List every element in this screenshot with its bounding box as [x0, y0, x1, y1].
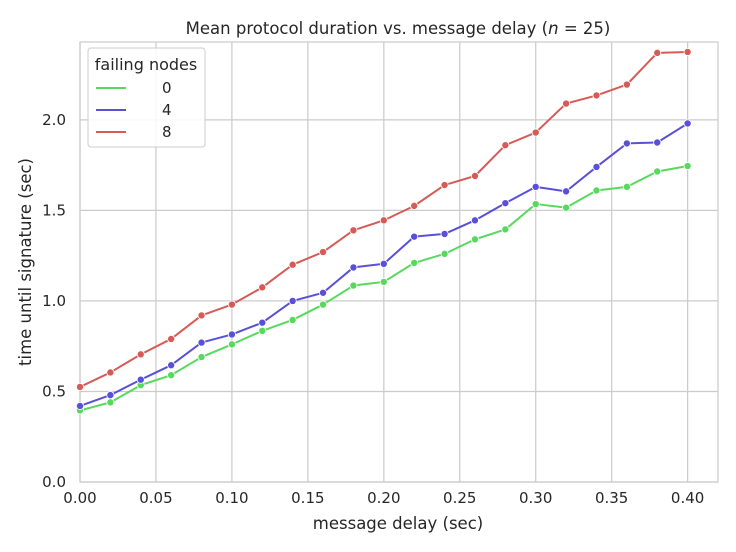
data-point-4 — [410, 232, 419, 241]
data-point-4 — [288, 296, 297, 305]
data-point-0 — [288, 315, 297, 324]
data-point-0 — [531, 200, 540, 209]
data-point-4 — [440, 229, 449, 238]
series-layer — [76, 47, 692, 415]
chart-title-n: n — [548, 19, 558, 38]
data-point-4 — [258, 318, 267, 327]
legend-box — [87, 47, 206, 148]
data-point-4 — [531, 182, 540, 191]
data-point-8 — [531, 128, 540, 137]
y-tick-label: 0.0 — [42, 473, 66, 491]
chart-title-tail: = 25) — [559, 19, 611, 38]
x-tick-label: 0.15 — [291, 489, 324, 507]
data-point-4 — [349, 263, 358, 272]
data-point-4 — [379, 259, 388, 268]
data-point-8 — [622, 80, 631, 89]
data-point-4 — [319, 288, 328, 297]
y-axis-label: time until signature (sec) — [16, 158, 35, 366]
data-point-4 — [136, 375, 145, 384]
y-tick-label: 1.0 — [42, 292, 66, 310]
data-point-0 — [258, 326, 267, 335]
data-point-8 — [379, 216, 388, 225]
x-tick-label: 0.20 — [367, 489, 400, 507]
data-point-8 — [592, 91, 601, 100]
data-point-4 — [653, 138, 662, 147]
x-tick-label: 0.10 — [215, 489, 248, 507]
legend-label-8: 8 — [162, 123, 172, 141]
chart-title: Mean protocol duration vs. message delay… — [186, 19, 611, 38]
plot-frame — [79, 41, 719, 483]
data-point-4 — [683, 119, 692, 128]
data-point-4 — [622, 139, 631, 148]
legend: failing nodes 0 4 8 — [87, 47, 206, 148]
data-point-8 — [501, 141, 510, 150]
legend-label-0: 0 — [162, 79, 172, 97]
data-point-4 — [470, 216, 479, 225]
data-point-8 — [288, 260, 297, 269]
data-point-8 — [410, 201, 419, 210]
data-point-0 — [197, 353, 206, 362]
y-tick-label: 1.5 — [42, 201, 66, 219]
data-point-8 — [562, 99, 571, 108]
x-tick-label: 0.25 — [443, 489, 476, 507]
data-point-0 — [167, 371, 176, 380]
data-point-8 — [106, 368, 115, 377]
data-point-4 — [562, 187, 571, 196]
data-point-8 — [76, 382, 85, 391]
data-point-8 — [258, 283, 267, 292]
x-tick-label: 0.05 — [139, 489, 172, 507]
x-tick-label: 0.30 — [519, 489, 552, 507]
data-point-8 — [653, 48, 662, 57]
data-point-8 — [319, 248, 328, 257]
data-point-8 — [349, 226, 358, 235]
data-point-0 — [379, 277, 388, 286]
data-point-8 — [227, 300, 236, 309]
data-point-0 — [227, 340, 236, 349]
data-point-4 — [167, 361, 176, 370]
data-point-4 — [76, 401, 85, 410]
legend-title: failing nodes — [95, 55, 197, 74]
data-point-8 — [136, 350, 145, 359]
x-tick-label: 0.00 — [63, 489, 96, 507]
legend-entries: 0 4 8 — [96, 79, 172, 141]
series-0 — [76, 162, 692, 415]
data-point-4 — [197, 338, 206, 347]
data-point-8 — [470, 171, 479, 180]
data-point-0 — [562, 203, 571, 212]
data-point-0 — [440, 249, 449, 258]
x-axis-label: message delay (sec) — [313, 514, 483, 533]
data-point-0 — [501, 225, 510, 234]
data-point-0 — [470, 235, 479, 244]
data-point-0 — [592, 186, 601, 195]
data-point-0 — [349, 281, 358, 290]
data-point-0 — [319, 300, 328, 309]
legend-label-4: 4 — [162, 101, 172, 119]
data-point-0 — [683, 162, 692, 171]
data-point-4 — [592, 162, 601, 171]
data-point-8 — [197, 311, 206, 320]
x-tick-label: 0.35 — [595, 489, 628, 507]
data-point-4 — [227, 330, 236, 339]
data-point-8 — [440, 181, 449, 190]
y-tick-label: 0.5 — [42, 382, 66, 400]
data-point-0 — [622, 182, 631, 191]
data-point-8 — [683, 47, 692, 56]
data-point-0 — [653, 167, 662, 176]
data-point-4 — [501, 199, 510, 208]
tick-layer: 0.00 0.05 0.10 0.15 0.20 0.25 0.30 0.35 0.40 0.0 0… — [42, 111, 704, 507]
chart-title-main: Mean protocol duration vs. message delay… — [186, 19, 548, 38]
data-point-0 — [410, 258, 419, 267]
series-8 — [76, 47, 692, 391]
data-point-4 — [106, 391, 115, 400]
data-point-8 — [167, 334, 176, 343]
data-point-0 — [106, 398, 115, 407]
y-tick-label: 2.0 — [42, 111, 66, 129]
x-tick-label: 0.40 — [671, 489, 704, 507]
series-4 — [76, 119, 692, 410]
